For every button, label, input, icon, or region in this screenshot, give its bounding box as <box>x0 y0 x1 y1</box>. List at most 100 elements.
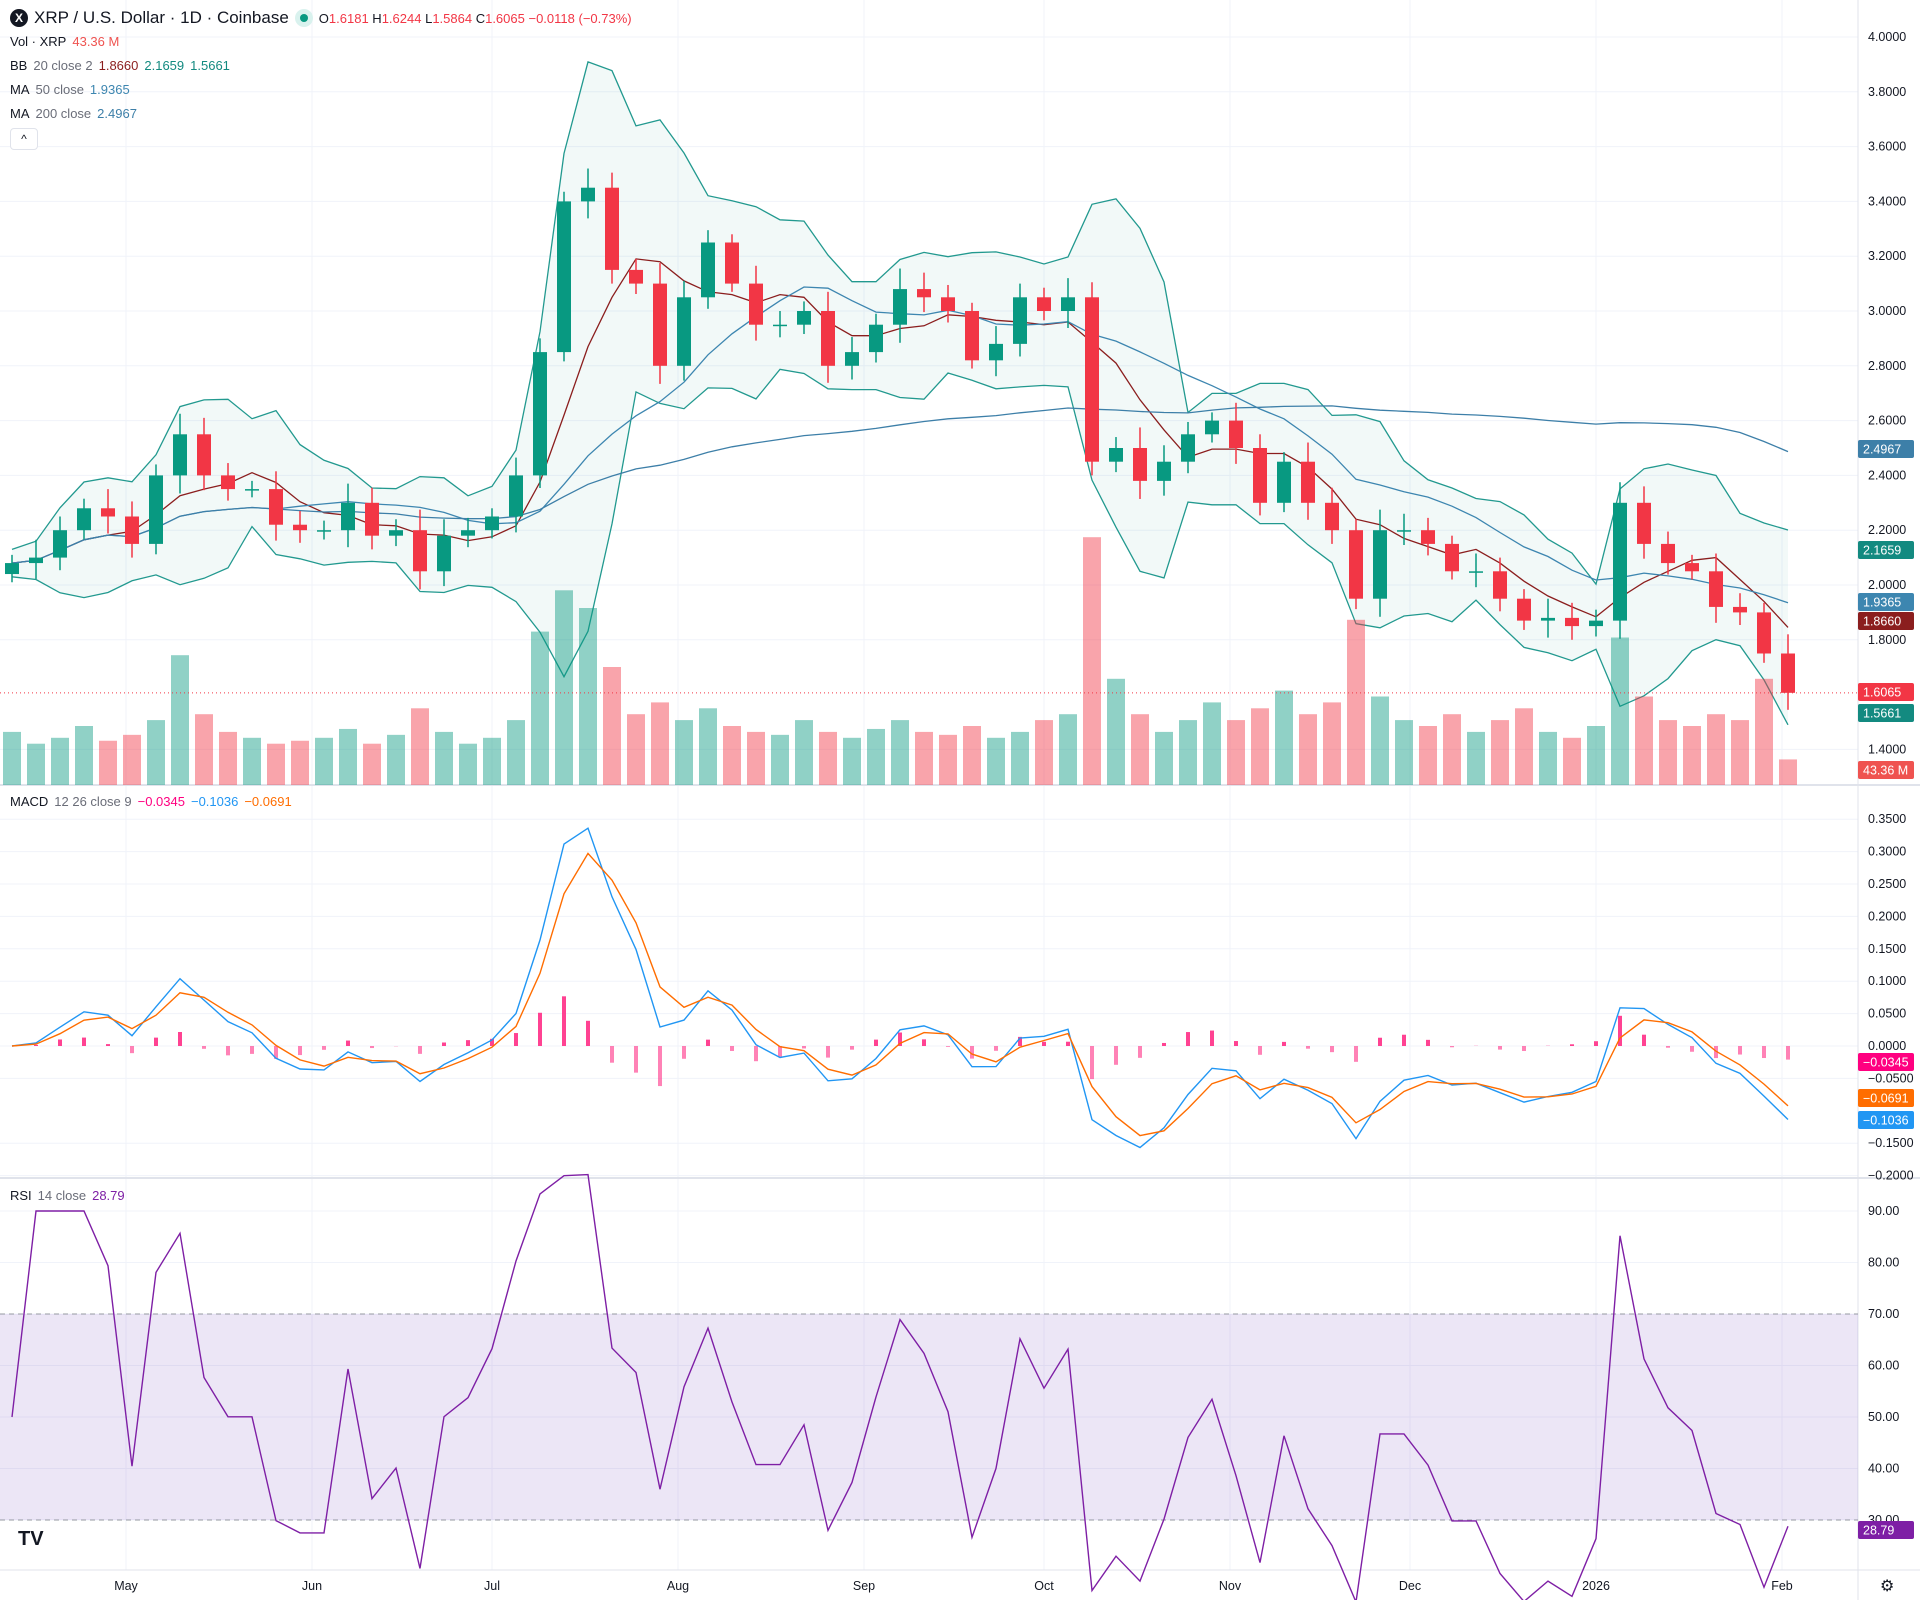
bb-lower-line <box>11 368 1789 726</box>
market-status-icon[interactable] <box>294 9 313 27</box>
tradingview-logo[interactable]: TV <box>18 1528 44 1551</box>
volume-bar <box>1683 726 1701 785</box>
candle-body <box>317 530 331 532</box>
bb-label: BB <box>10 58 28 73</box>
volume-bar <box>3 731 21 785</box>
volume-bar <box>147 720 165 785</box>
volume-bar <box>1059 714 1077 785</box>
volume-label: Vol · XRP <box>10 34 67 49</box>
volume-bar <box>1035 720 1053 785</box>
price-tick-label: 2.8000 <box>1868 359 1906 373</box>
symbol-legend[interactable]: X XRP / U.S. Dollar · 1D · Coinbase O1.6… <box>10 8 632 28</box>
candle-body <box>989 343 1003 361</box>
high-label: H <box>372 10 382 26</box>
volume-bar <box>1203 702 1221 785</box>
volume-bar <box>1587 726 1605 785</box>
candle-body <box>365 502 379 536</box>
macd-tick-label: 0.1500 <box>1868 942 1906 956</box>
candle-body <box>1517 598 1531 621</box>
price-tick-label: 3.0000 <box>1868 304 1906 318</box>
candle-body <box>1541 617 1555 621</box>
candle-body <box>1469 571 1483 573</box>
candle-body <box>1685 563 1699 572</box>
rsi-tick-label: 70.00 <box>1868 1307 1899 1321</box>
candle-body <box>653 283 667 366</box>
low-label: L <box>425 10 433 26</box>
ma200-line <box>11 405 1789 564</box>
ma50-legend[interactable]: MA 50 close 1.9365 <box>10 82 130 97</box>
volume-bar <box>1491 720 1509 785</box>
volume-bar <box>1131 714 1149 785</box>
candle-body <box>437 535 451 572</box>
open-value: 1.6181 <box>328 10 369 26</box>
collapse-legend-button[interactable]: ^ <box>10 128 38 150</box>
candle-body <box>773 324 787 327</box>
rsi-value: 28.79 <box>92 1188 125 1203</box>
volume-bar <box>1467 731 1485 785</box>
volume-bar <box>1011 731 1029 785</box>
ma200-params: 200 close <box>35 106 92 121</box>
open-label: O <box>318 10 329 26</box>
time-tick-label: Sep <box>853 1579 875 1593</box>
price-tick-label: 2.0000 <box>1868 578 1906 592</box>
chevron-up-icon: ^ <box>21 132 27 146</box>
candle-body <box>293 524 307 531</box>
candle-body <box>413 530 427 572</box>
symbol-title[interactable]: XRP / U.S. Dollar · 1D · Coinbase <box>34 8 289 27</box>
candle-body <box>1613 502 1627 621</box>
bb-legend[interactable]: BB 20 close 2 1.8660 2.1659 1.5661 <box>10 58 230 73</box>
price-badge <box>1858 704 1914 722</box>
volume-bar <box>75 726 93 785</box>
candle-body <box>1373 530 1387 599</box>
candle-body <box>725 242 739 284</box>
volume-bar <box>267 743 285 785</box>
volume-bar <box>1395 720 1413 785</box>
gear-icon[interactable]: ⚙ <box>1880 1578 1895 1595</box>
ma50-params: 50 close <box>35 82 84 97</box>
volume-legend[interactable]: Vol · XRP 43.36 M <box>10 34 119 49</box>
candle-body <box>509 475 523 517</box>
rsi-legend[interactable]: RSI 14 close 28.79 <box>10 1188 125 1203</box>
time-tick-label: May <box>114 1579 138 1593</box>
candle-body <box>53 530 67 558</box>
price-badge <box>1858 683 1914 701</box>
volume-bar <box>1299 714 1317 785</box>
macd-badge-text: −0.0691 <box>1863 1092 1909 1106</box>
macd-legend[interactable]: MACD 12 26 close 9 −0.0345 −0.1036 −0.06… <box>10 794 292 809</box>
candle-body <box>1205 420 1219 435</box>
bb-basis-value: 1.8660 <box>98 58 139 73</box>
price-tick-label: 2.6000 <box>1868 414 1906 428</box>
candle-body <box>1709 571 1723 607</box>
volume-bar <box>1275 690 1293 785</box>
macd-label: MACD <box>10 794 49 809</box>
volume-bar <box>1635 696 1653 785</box>
price-badge-text: 1.6065 <box>1863 686 1901 700</box>
candle-body <box>461 530 475 536</box>
bb-upper-line <box>11 61 1789 586</box>
volume-bar <box>483 737 501 785</box>
volume-bar <box>1755 678 1773 785</box>
xrp-logo: X <box>10 9 28 27</box>
candle-body <box>533 352 547 476</box>
candle-body <box>1253 448 1267 503</box>
rsi-tick-label: 90.00 <box>1868 1204 1899 1218</box>
price-badge-text: 2.4967 <box>1863 443 1901 457</box>
candle-body <box>845 352 859 366</box>
candle-body <box>1157 461 1171 481</box>
candle-body <box>389 530 403 536</box>
volume-bar <box>723 726 741 785</box>
candle-body <box>893 289 907 325</box>
ma200-legend[interactable]: MA 200 close 2.4967 <box>10 106 137 121</box>
time-tick-label: Jul <box>484 1579 500 1593</box>
volume-bar <box>1611 637 1629 785</box>
macd-badge <box>1858 1089 1914 1107</box>
change-value: −0.0118 (−0.73%) <box>528 10 632 26</box>
candle-body <box>1397 530 1411 532</box>
volume-bar <box>363 743 381 785</box>
price-tick-label: 3.6000 <box>1868 140 1906 154</box>
price-tick-label: 3.2000 <box>1868 249 1906 263</box>
price-tick-label: 4.0000 <box>1868 30 1906 44</box>
close-label: C <box>475 10 486 26</box>
volume-bar <box>51 737 69 785</box>
